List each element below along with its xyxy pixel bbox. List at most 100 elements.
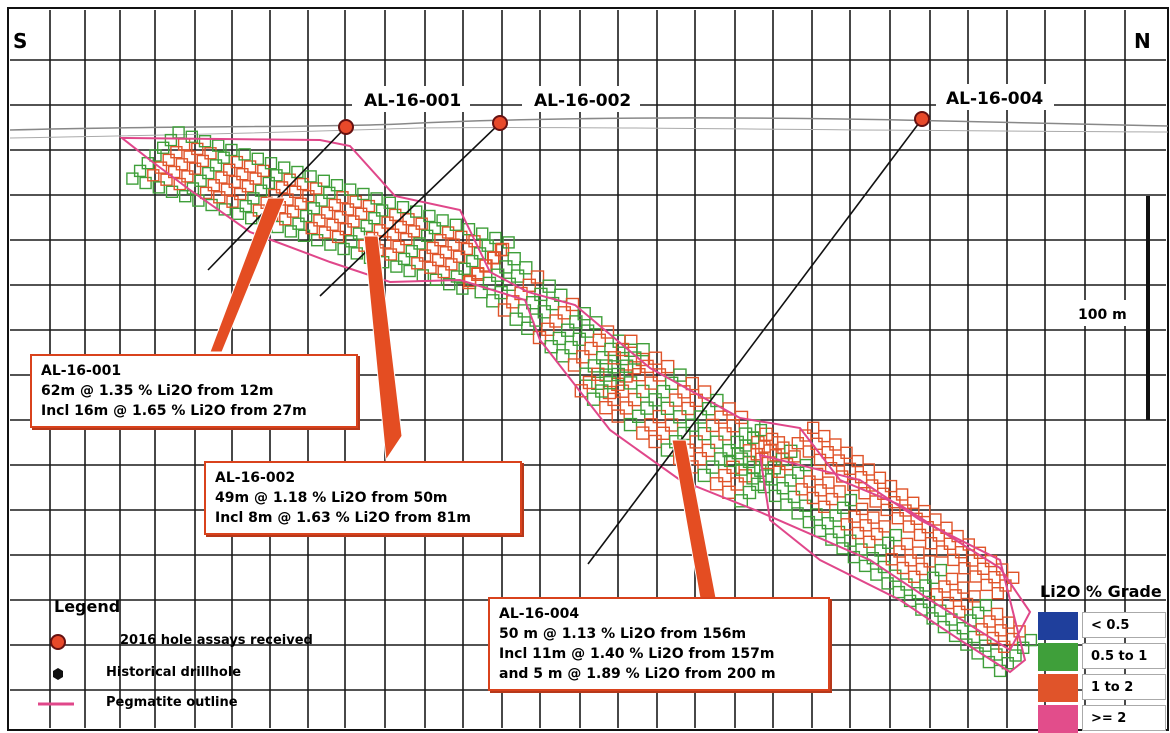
assay-block xyxy=(410,205,423,218)
assay-block xyxy=(848,510,861,523)
assay-block xyxy=(231,207,245,221)
section-frame xyxy=(7,7,1169,731)
assay-block xyxy=(734,494,748,508)
assay-block xyxy=(734,410,749,425)
assay-block xyxy=(739,439,752,452)
assay-block xyxy=(162,153,175,167)
assay-block xyxy=(330,178,344,192)
assay-block xyxy=(807,421,820,434)
assay-block xyxy=(421,229,434,243)
assay-block xyxy=(803,475,816,488)
assay-block xyxy=(858,559,872,573)
assay-block xyxy=(450,270,464,283)
assay-block xyxy=(913,528,927,542)
legend-label: Pegmatite outline xyxy=(106,695,238,710)
assay-block xyxy=(336,191,349,204)
assay-block xyxy=(522,278,536,292)
assay-block xyxy=(537,305,551,319)
assay-block xyxy=(207,178,221,192)
collar-al-16-004-icon xyxy=(914,111,930,127)
assay-block xyxy=(998,640,1011,653)
assay-block xyxy=(294,197,307,211)
assay-block xyxy=(357,187,370,201)
assay-block xyxy=(254,184,268,197)
assay-block xyxy=(627,361,641,375)
grade-swatch xyxy=(1038,674,1078,702)
assay-block xyxy=(934,563,948,577)
assay-block xyxy=(878,520,891,533)
assay-block xyxy=(173,177,186,191)
assay-block xyxy=(239,199,252,213)
assay-block xyxy=(541,322,555,336)
assay-block xyxy=(344,183,357,196)
assay-block xyxy=(742,485,757,500)
assay-block xyxy=(603,376,617,390)
assay-block xyxy=(912,546,925,559)
assay-block xyxy=(557,306,571,320)
assay-block xyxy=(211,139,225,152)
assay-block xyxy=(799,429,812,442)
assay-block xyxy=(345,235,358,248)
assay-block xyxy=(434,233,447,247)
legend: Legend 2016 hole assays received Histori… xyxy=(34,597,334,727)
assay-block xyxy=(888,496,901,509)
assay-block xyxy=(773,465,786,478)
drill-trace-al-16-002 xyxy=(319,122,501,297)
assay-block xyxy=(818,500,831,513)
assay-block xyxy=(561,323,575,337)
hole-label-bg-3 xyxy=(936,84,1054,110)
assay-block xyxy=(436,214,449,227)
assay-block xyxy=(309,182,323,195)
assay-block xyxy=(988,571,1001,584)
assay-block xyxy=(902,520,916,533)
assay-block xyxy=(844,493,858,507)
leader-al-16-001 xyxy=(209,197,286,353)
assay-block xyxy=(320,206,334,219)
assay-block xyxy=(586,392,601,406)
assay-block xyxy=(840,446,853,459)
assay-block xyxy=(439,246,453,259)
assay-block xyxy=(677,426,691,441)
assay-block xyxy=(449,218,462,232)
assay-block xyxy=(750,448,763,461)
assay-block xyxy=(891,512,904,525)
assay-block xyxy=(296,177,310,191)
assay-block xyxy=(215,171,228,184)
assay-block xyxy=(787,490,801,504)
assay-block xyxy=(825,533,838,546)
assay-block xyxy=(592,333,606,347)
assay-block xyxy=(275,181,289,194)
assay-block xyxy=(855,502,869,516)
assay-block xyxy=(362,199,376,213)
assay-block xyxy=(424,261,437,274)
assay-block xyxy=(776,482,789,495)
assay-block xyxy=(818,429,831,443)
assay-block xyxy=(458,262,471,275)
assay-block xyxy=(283,173,296,186)
assay-block xyxy=(530,270,545,284)
assay-block xyxy=(806,491,820,505)
callout-line: and 5 m @ 1.89 % Li2O from 200 m xyxy=(499,666,776,682)
grade-legend: Li2O % Grade < 0.5 0.5 to 1 1 to 2 >= 2 xyxy=(1030,580,1170,733)
assay-block xyxy=(471,267,485,281)
assay-block xyxy=(302,189,315,203)
callout-title: AL-16-002 xyxy=(215,470,296,486)
assay-block xyxy=(317,174,330,188)
assay-block xyxy=(966,554,979,567)
pegmatite-outline-lower xyxy=(758,453,1027,674)
assay-block xyxy=(911,587,924,600)
assay-block xyxy=(656,384,671,399)
legend-label: Historical drillhole xyxy=(106,665,242,680)
assay-block xyxy=(669,393,683,407)
assay-block xyxy=(349,195,362,208)
assay-block xyxy=(718,427,732,441)
assay-block xyxy=(304,170,317,183)
assay-block xyxy=(937,620,951,634)
assay-block xyxy=(580,324,595,338)
assay-block xyxy=(368,211,381,225)
assay-block xyxy=(754,423,768,437)
assay-block xyxy=(284,225,297,238)
assay-block xyxy=(738,427,753,441)
assay-block xyxy=(164,133,178,147)
assay-block xyxy=(979,598,993,612)
